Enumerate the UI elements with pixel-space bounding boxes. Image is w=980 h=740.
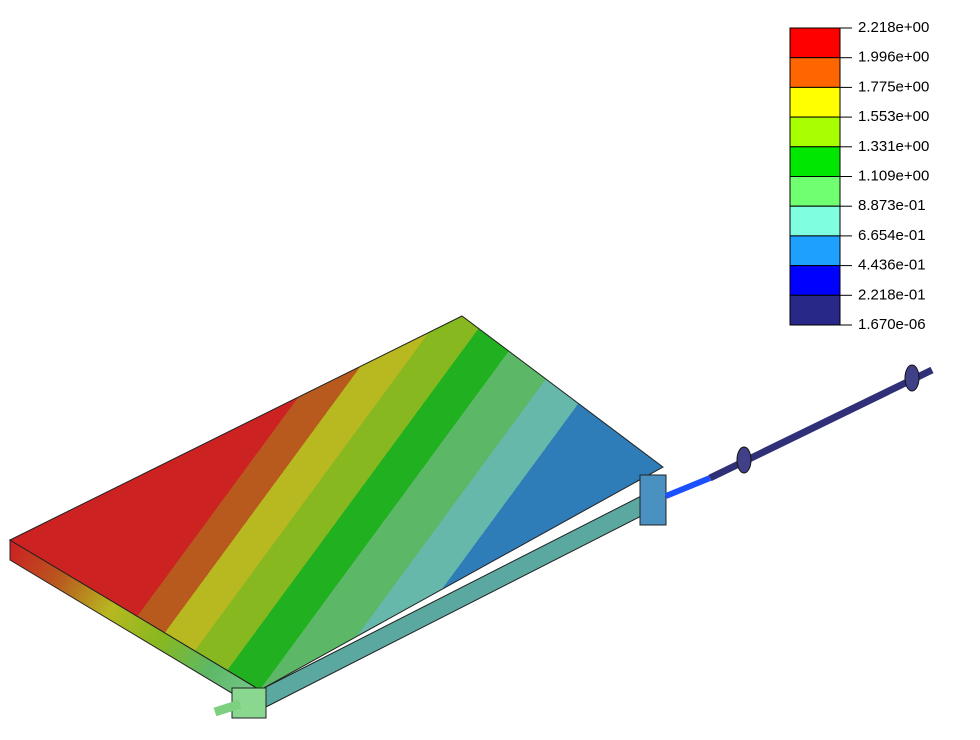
connector-right — [639, 474, 667, 526]
model — [8, 315, 934, 719]
legend-label: 1.775e+00 — [858, 78, 929, 95]
legend-swatch — [789, 27, 841, 59]
legend-label: 2.218e+00 — [858, 19, 929, 36]
legend-swatch — [789, 86, 841, 118]
plate-top — [8, 315, 664, 691]
legend-swatch — [789, 176, 841, 207]
legend-swatch — [789, 205, 841, 237]
legend-label: 1.996e+00 — [858, 49, 929, 66]
legend-label: 1.331e+00 — [858, 138, 929, 155]
legend-swatch — [789, 57, 841, 88]
inlet-pipe — [213, 699, 242, 717]
legend-swatch — [789, 235, 841, 267]
legend-label: 2.218e-01 — [858, 286, 926, 303]
legend-label: 4.436e-01 — [858, 257, 926, 274]
bearing — [736, 446, 752, 474]
legend-swatch — [789, 294, 841, 326]
legend-label: 8.873e-01 — [858, 197, 926, 214]
legend-label: 6.654e-01 — [858, 227, 926, 244]
legend-label: 1.553e+00 — [858, 108, 929, 125]
bearing — [904, 364, 920, 392]
legend-swatch — [789, 265, 841, 296]
legend-swatch — [789, 146, 841, 178]
legend-label: 1.670e-06 — [858, 316, 926, 333]
shaft-blue — [664, 475, 712, 499]
legend-swatch — [789, 116, 841, 148]
legend: 2.218e+00 1.996e+00 1.775e+00 1.553e+00 1.33… — [789, 19, 929, 333]
legend-label: 1.109e+00 — [858, 167, 929, 184]
